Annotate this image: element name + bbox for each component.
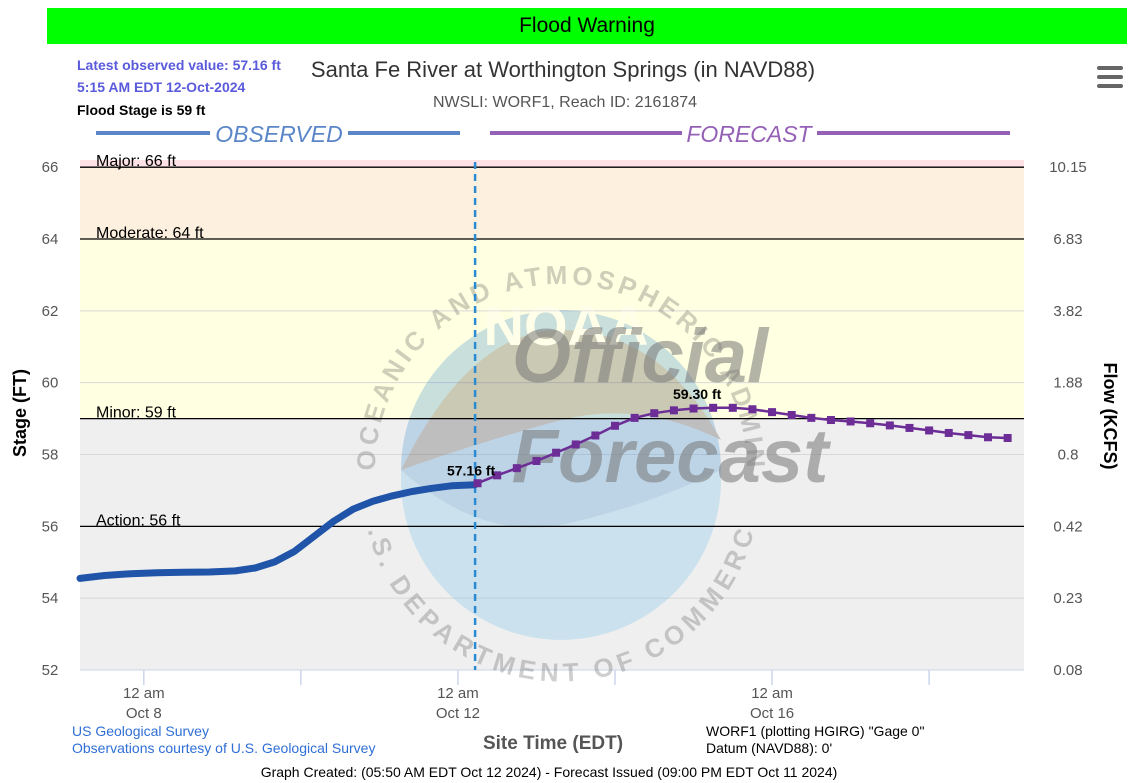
forecast-point[interactable] xyxy=(984,433,993,442)
y2-tick-label: 6.83 xyxy=(1053,231,1082,248)
band-major xyxy=(80,160,1024,168)
y-tick-label: 66 xyxy=(42,159,59,176)
hamburger-menu-icon[interactable] xyxy=(1097,66,1123,88)
forecast-point[interactable] xyxy=(473,479,482,488)
forecast-point[interactable] xyxy=(709,403,718,412)
y2-tick-label: 10.15 xyxy=(1049,159,1087,176)
forecast-series-line xyxy=(476,406,1009,485)
forecast-point[interactable] xyxy=(512,464,521,473)
forecast-point[interactable] xyxy=(964,431,973,440)
forecast-point[interactable] xyxy=(1003,433,1012,442)
x-tick-label: 12 am xyxy=(437,685,479,702)
flood-band xyxy=(80,167,1024,240)
noaa-gull-shape xyxy=(401,330,721,470)
official-forecast-watermark: Official Forecast xyxy=(512,314,831,499)
flood-stage-label: Action: 56 ft xyxy=(96,512,181,529)
forecast-point[interactable] xyxy=(630,413,639,422)
y2-tick-label: 0.42 xyxy=(1053,518,1082,535)
datum-info: Datum (NAVD88): 0' xyxy=(706,740,832,756)
y-tick-label: 60 xyxy=(42,375,59,392)
flood-band xyxy=(80,239,1024,419)
noaa-wave-shape xyxy=(401,470,721,640)
usgs-observations-link[interactable]: Observations courtesy of U.S. Geological… xyxy=(72,740,375,756)
forecast-point[interactable] xyxy=(552,448,561,457)
forecast-point[interactable] xyxy=(768,408,777,417)
forecast-point[interactable] xyxy=(748,405,757,414)
usgs-link[interactable]: US Geological Survey xyxy=(72,723,209,739)
graph-created-note: Graph Created: (05:50 AM EDT Oct 12 2024… xyxy=(261,764,838,780)
forecast-point[interactable] xyxy=(787,411,796,419)
y2-tick-label: 0.23 xyxy=(1053,590,1082,607)
x-tick-date: Oct 12 xyxy=(436,705,480,722)
forecast-point[interactable] xyxy=(944,428,953,437)
observed-series-line xyxy=(76,481,479,582)
forecast-label: FORECAST xyxy=(686,121,813,147)
x-axis-title: Site Time (EDT) xyxy=(483,733,623,754)
latest-observed-time: 5:15 AM EDT 12-Oct-2024 xyxy=(77,79,246,95)
forecast-point[interactable] xyxy=(826,416,835,425)
forecast-point[interactable] xyxy=(571,440,580,449)
y-tick-label: 62 xyxy=(42,303,59,320)
forecast-point[interactable] xyxy=(885,421,894,430)
y2-tick-label: 1.88 xyxy=(1053,375,1082,392)
flood-warning-banner: Flood Warning xyxy=(47,8,1127,44)
forecast-point[interactable] xyxy=(807,413,816,422)
forecast-point[interactable] xyxy=(846,417,855,426)
x-tick-label: 12 am xyxy=(123,685,165,702)
chart-subtitle: NWSLI: WORF1, Reach ID: 2161874 xyxy=(433,94,697,111)
y-tick-label: 56 xyxy=(42,518,59,535)
y-tick-label: 58 xyxy=(42,447,59,464)
flood-band xyxy=(80,418,1024,527)
y-tick-label: 64 xyxy=(42,231,59,248)
forecast-point[interactable] xyxy=(728,403,737,412)
y-axis-title: Stage (FT) xyxy=(10,369,30,457)
flood-stage-label: Minor: 59 ft xyxy=(96,405,177,422)
noaa-logo-circle xyxy=(401,310,721,630)
watermark-noaa-text: NOAA xyxy=(484,294,649,357)
y2-axis-title: Flow (KCFS) xyxy=(1100,363,1120,470)
gauge-info: WORF1 (plotting HGIRG) "Gage 0" xyxy=(706,723,924,739)
flood-stage-label: Moderate: 64 ft xyxy=(96,225,204,242)
y2-tick-label: 0.8 xyxy=(1058,447,1079,464)
flood-stage-label: Major: 66 ft xyxy=(96,153,177,170)
data-label: 57.16 ft xyxy=(447,463,496,479)
watermark-forecast-text: Forecast xyxy=(512,414,831,499)
forecast-point[interactable] xyxy=(925,426,934,435)
chart-title: Santa Fe River at Worthington Springs (i… xyxy=(311,57,815,82)
x-tick-date: Oct 8 xyxy=(126,705,162,722)
forecast-point[interactable] xyxy=(669,406,678,415)
forecast-point[interactable] xyxy=(866,419,875,428)
x-tick-label: 12 am xyxy=(751,685,793,702)
x-tick-date: Oct 16 xyxy=(750,705,794,722)
watermark-official-text: Official xyxy=(512,314,770,399)
y2-tick-label: 0.08 xyxy=(1053,662,1082,679)
forecast-point[interactable] xyxy=(591,431,600,440)
flood-stage-note: Flood Stage is 59 ft xyxy=(77,102,206,118)
data-label: 59.30 ft xyxy=(673,386,722,402)
y-tick-label: 52 xyxy=(42,662,59,679)
forecast-point[interactable] xyxy=(493,471,502,480)
forecast-point[interactable] xyxy=(532,456,541,465)
y2-tick-label: 3.82 xyxy=(1053,303,1082,320)
forecast-point[interactable] xyxy=(689,404,698,413)
forecast-point[interactable] xyxy=(650,409,659,418)
latest-observed-value: Latest observed value: 57.16 ft xyxy=(77,57,281,73)
forecast-point[interactable] xyxy=(610,421,619,430)
y-tick-label: 54 xyxy=(42,590,59,607)
forecast-point[interactable] xyxy=(905,423,914,432)
observed-label: OBSERVED xyxy=(215,121,342,147)
